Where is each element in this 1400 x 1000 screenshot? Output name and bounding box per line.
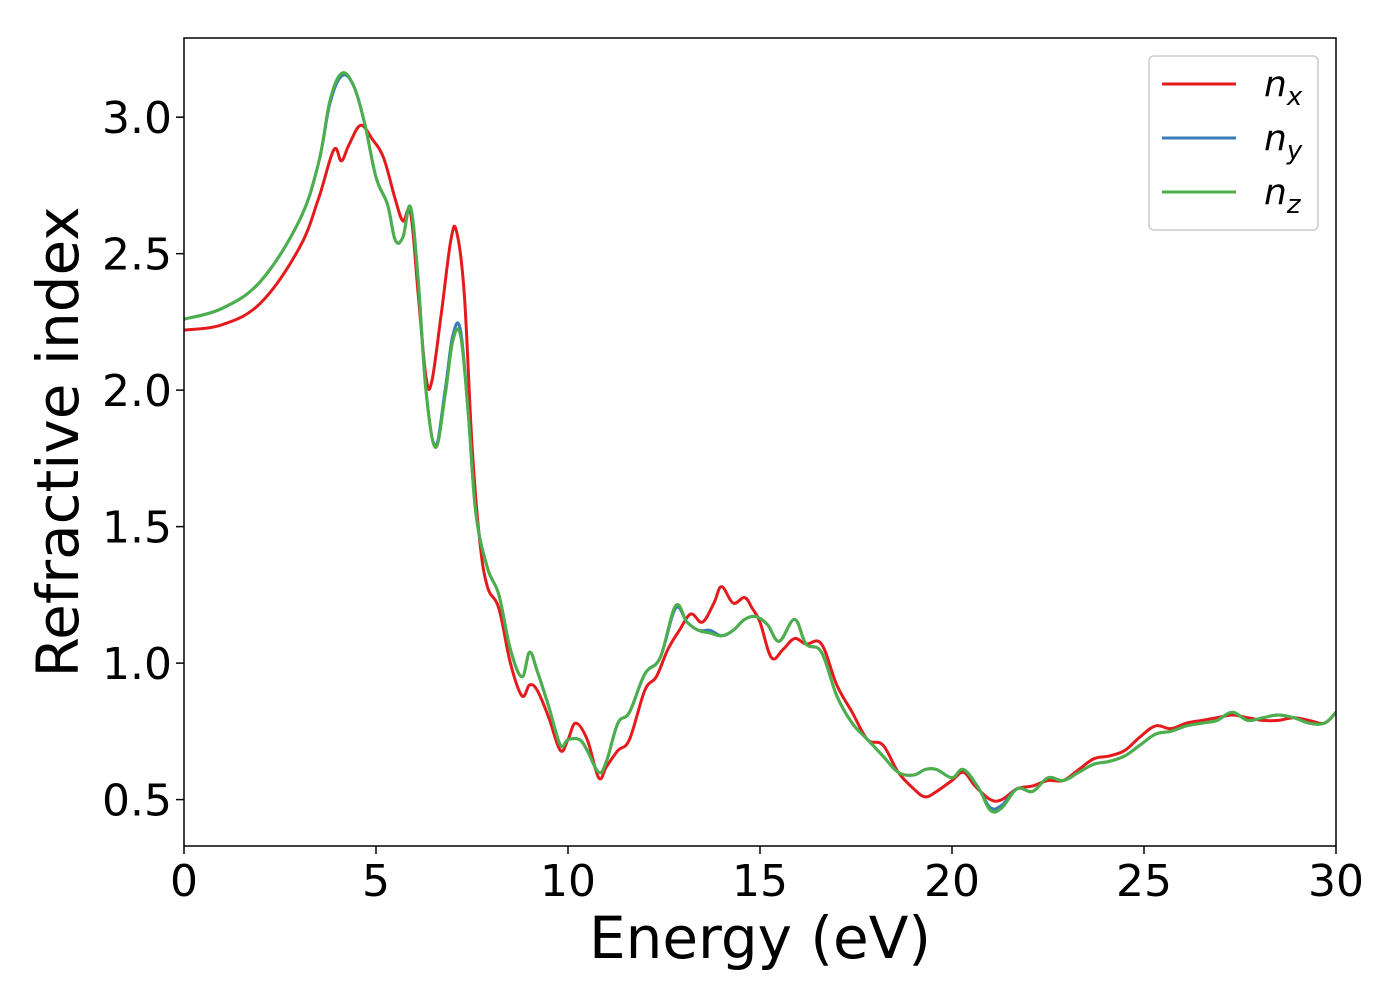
x-tick-label: 20 — [924, 856, 980, 907]
legend-label-base: n — [1264, 118, 1287, 159]
legend-label-x: nx — [1264, 64, 1303, 112]
legend-label-y: ny — [1264, 118, 1303, 166]
legend-label-base: n — [1264, 172, 1287, 213]
y-axis-label: Refractive index — [24, 206, 92, 677]
legend-label-z: nz — [1264, 172, 1302, 220]
x-axis-ticks: 0 5 10 15 20 25 30 — [170, 846, 1364, 907]
legend-label-subscript: y — [1286, 136, 1303, 166]
x-axis-label: Energy (eV) — [589, 904, 931, 972]
y-tick-label: 1.0 — [102, 639, 172, 690]
x-tick-label: 15 — [732, 856, 788, 907]
legend-label-subscript: z — [1286, 190, 1302, 220]
y-tick-label: 2.0 — [102, 366, 172, 417]
x-tick-label: 10 — [540, 856, 596, 907]
legend-label-subscript: x — [1286, 82, 1303, 112]
y-tick-label: 3.0 — [102, 93, 172, 144]
x-tick-label: 5 — [362, 856, 390, 907]
y-tick-label: 1.5 — [102, 503, 172, 554]
x-tick-label: 30 — [1308, 856, 1364, 907]
y-tick-label: 0.5 — [102, 776, 172, 827]
legend-box — [1148, 55, 1319, 231]
x-tick-label: 25 — [1116, 856, 1172, 907]
x-tick-label: 0 — [170, 856, 198, 907]
y-tick-label: 2.5 — [102, 230, 172, 281]
legend-label-base: n — [1264, 64, 1287, 105]
series-layer — [184, 71, 1336, 814]
series-line-z — [184, 71, 1336, 814]
y-axis-ticks: 0.5 1.0 1.5 2.0 2.5 3.0 — [102, 93, 184, 827]
